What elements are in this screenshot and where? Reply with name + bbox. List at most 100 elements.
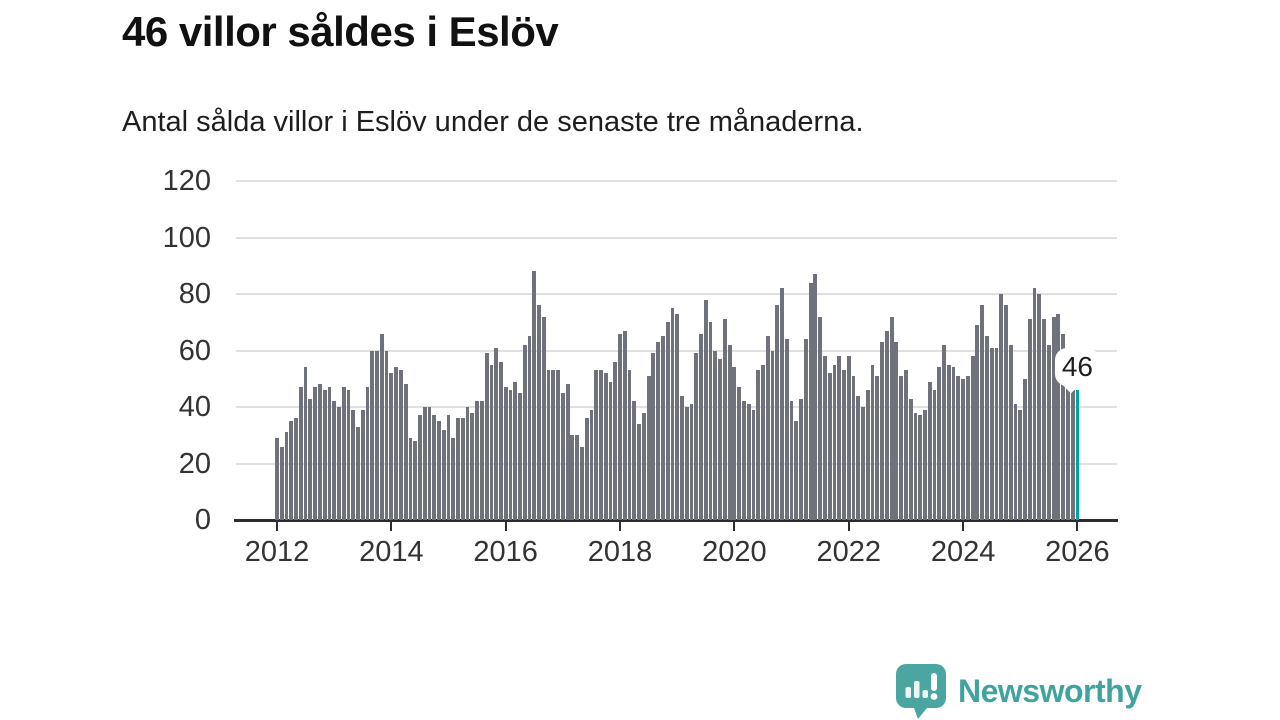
x-axis-tick-label: 2022 — [816, 536, 881, 568]
bar — [303, 367, 308, 520]
bar — [522, 344, 527, 520]
bar — [937, 367, 942, 520]
bar — [327, 387, 332, 520]
y-axis-tick-label: 120 — [162, 165, 211, 197]
bar — [918, 415, 923, 520]
bar — [965, 375, 970, 520]
bar — [1004, 305, 1008, 520]
bar — [808, 282, 813, 520]
bar — [546, 370, 551, 520]
bar — [632, 401, 637, 520]
bar — [437, 421, 441, 520]
bar — [865, 390, 870, 520]
page-title: 46 villor såldes i Eslöv — [122, 8, 559, 55]
y-axis-tick-label: 100 — [162, 221, 211, 254]
x-axis-tick — [276, 522, 278, 531]
bar — [599, 370, 603, 520]
bar — [1051, 316, 1056, 520]
page-subtitle: Antal sålda villor i Eslöv under de sena… — [122, 106, 864, 138]
bar — [713, 350, 718, 520]
bar — [375, 350, 379, 520]
bar — [656, 342, 661, 520]
x-axis-tick-label: 2018 — [587, 536, 653, 568]
bar — [927, 381, 932, 520]
newsworthy-logo: Newsworthy — [896, 664, 1142, 719]
bar — [989, 347, 994, 520]
bar — [618, 333, 622, 520]
gridline — [236, 236, 1117, 239]
bar — [613, 361, 618, 520]
bar — [746, 404, 751, 520]
bar — [379, 333, 384, 520]
bar — [727, 344, 732, 520]
bar — [703, 299, 708, 520]
bar — [951, 367, 956, 520]
bar — [446, 415, 451, 520]
x-axis-tick-label: 2026 — [1045, 536, 1110, 568]
bar — [317, 384, 322, 520]
bar — [608, 381, 613, 520]
bar — [284, 432, 289, 520]
bar — [641, 412, 646, 520]
bar — [1066, 375, 1070, 520]
x-axis-tick — [504, 522, 507, 531]
bar — [403, 384, 408, 520]
bar — [565, 384, 570, 520]
x-axis-tick — [619, 522, 622, 531]
bar — [889, 316, 894, 520]
bar — [1023, 378, 1027, 520]
bar — [479, 401, 484, 520]
bar — [441, 429, 446, 520]
bar — [594, 370, 599, 520]
bar — [842, 370, 846, 520]
bar — [489, 364, 494, 520]
bar — [332, 401, 337, 520]
x-axis-line — [234, 519, 1118, 522]
bar — [637, 423, 641, 520]
bar — [518, 392, 522, 520]
bar — [761, 364, 765, 520]
bar — [718, 358, 722, 520]
bar — [908, 398, 913, 520]
gridline — [236, 293, 1117, 295]
bar — [470, 412, 475, 520]
bar — [875, 375, 880, 520]
bar — [427, 407, 432, 520]
bar — [856, 395, 861, 520]
bar — [770, 350, 775, 520]
bar — [337, 407, 341, 520]
bar — [584, 418, 589, 520]
highlighted-bar — [1075, 390, 1080, 520]
x-axis-tick-label: 2014 — [359, 536, 424, 568]
bar — [541, 316, 546, 520]
bar — [365, 387, 370, 520]
bar — [751, 409, 756, 520]
bar — [389, 373, 394, 520]
bar — [346, 390, 351, 520]
bar — [694, 353, 699, 520]
bar — [1056, 313, 1061, 520]
x-axis-tick — [733, 522, 736, 531]
bar — [680, 395, 684, 520]
bar — [661, 336, 665, 520]
bar — [422, 407, 427, 520]
x-axis-tick — [390, 522, 393, 531]
x-axis-tick-label: 2020 — [702, 536, 767, 568]
bar — [1032, 288, 1037, 520]
bar — [589, 409, 594, 520]
bar — [665, 322, 670, 520]
bar — [956, 375, 961, 520]
bar — [861, 407, 865, 520]
bar — [513, 381, 518, 520]
bar — [784, 339, 789, 520]
bar — [1046, 344, 1051, 520]
bar — [880, 342, 884, 520]
bar — [789, 401, 794, 520]
bar — [308, 398, 313, 520]
bar — [799, 398, 803, 520]
bar — [451, 438, 456, 520]
y-axis-tick-label: 80 — [178, 278, 211, 310]
bar — [846, 356, 851, 520]
bar — [418, 415, 422, 520]
